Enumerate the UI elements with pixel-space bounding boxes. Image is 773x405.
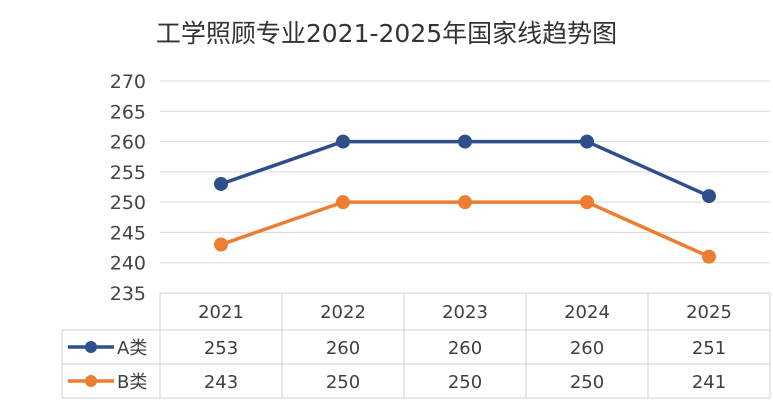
series-line-B类 (220, 200, 710, 259)
data-point (702, 189, 716, 204)
y-tick-label: 240 (110, 253, 146, 275)
data-point (336, 195, 350, 210)
y-tick-label: 245 (110, 222, 146, 244)
x-tick-label: 2021 (198, 302, 244, 323)
data-label: 250 (570, 372, 604, 393)
data-point (336, 134, 350, 149)
legend-marker (85, 375, 97, 387)
data-point (458, 134, 472, 149)
data-point (580, 195, 594, 210)
legend-label: B类 (117, 372, 147, 393)
y-tick-label: 260 (110, 132, 146, 154)
data-label: 251 (692, 338, 726, 359)
chart-title: 工学照顾专业2021-2025年国家线趋势图 (155, 19, 618, 48)
data-label: 260 (570, 338, 604, 359)
y-tick-label: 270 (110, 71, 146, 93)
data-label: 243 (204, 372, 238, 393)
x-tick-label: 2025 (686, 302, 732, 323)
y-tick-label: 235 (110, 283, 146, 305)
data-label: 260 (326, 338, 360, 359)
x-tick-label: 2022 (320, 302, 366, 323)
data-point (458, 195, 472, 210)
data-point (214, 237, 228, 252)
legend-label: A类 (117, 338, 147, 359)
y-tick-label: 265 (110, 101, 146, 123)
data-label: 260 (448, 338, 482, 359)
data-point (214, 176, 228, 191)
x-tick-label: 2024 (564, 302, 610, 323)
series-line-A类 (220, 139, 710, 198)
y-tick-label: 250 (110, 192, 146, 214)
legend-marker (85, 341, 97, 353)
y-tick-label: 255 (110, 162, 146, 184)
data-label: 250 (326, 372, 360, 393)
x-tick-label: 2023 (442, 302, 488, 323)
data-point (702, 249, 716, 264)
data-point (580, 134, 594, 149)
data-label: 253 (204, 338, 238, 359)
data-label: 241 (692, 372, 726, 393)
data-label: 250 (448, 372, 482, 393)
